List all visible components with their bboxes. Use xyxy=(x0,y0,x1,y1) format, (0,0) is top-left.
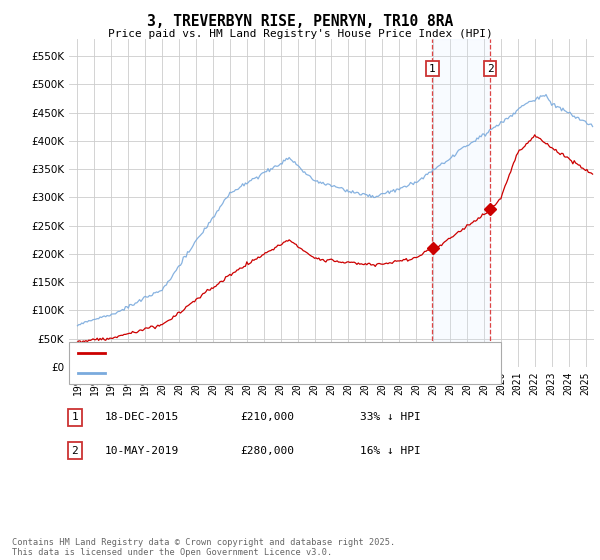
Text: 2: 2 xyxy=(487,64,494,74)
Text: £210,000: £210,000 xyxy=(240,412,294,422)
Text: 1: 1 xyxy=(429,64,436,74)
Bar xyxy=(433,39,490,367)
Text: 16% ↓ HPI: 16% ↓ HPI xyxy=(360,446,421,456)
Text: 3, TREVERBYN RISE, PENRYN, TR10 8RA (detached house): 3, TREVERBYN RISE, PENRYN, TR10 8RA (det… xyxy=(110,348,435,358)
Text: 33% ↓ HPI: 33% ↓ HPI xyxy=(360,412,421,422)
Text: HPI: Average price, detached house, Cornwall: HPI: Average price, detached house, Corn… xyxy=(110,368,385,378)
Text: 2: 2 xyxy=(71,446,79,456)
Text: £280,000: £280,000 xyxy=(240,446,294,456)
Text: 18-DEC-2015: 18-DEC-2015 xyxy=(105,412,179,422)
Text: Price paid vs. HM Land Registry's House Price Index (HPI): Price paid vs. HM Land Registry's House … xyxy=(107,29,493,39)
Text: Contains HM Land Registry data © Crown copyright and database right 2025.
This d: Contains HM Land Registry data © Crown c… xyxy=(12,538,395,557)
Text: 10-MAY-2019: 10-MAY-2019 xyxy=(105,446,179,456)
Text: 1: 1 xyxy=(71,412,79,422)
Text: 3, TREVERBYN RISE, PENRYN, TR10 8RA: 3, TREVERBYN RISE, PENRYN, TR10 8RA xyxy=(147,14,453,29)
